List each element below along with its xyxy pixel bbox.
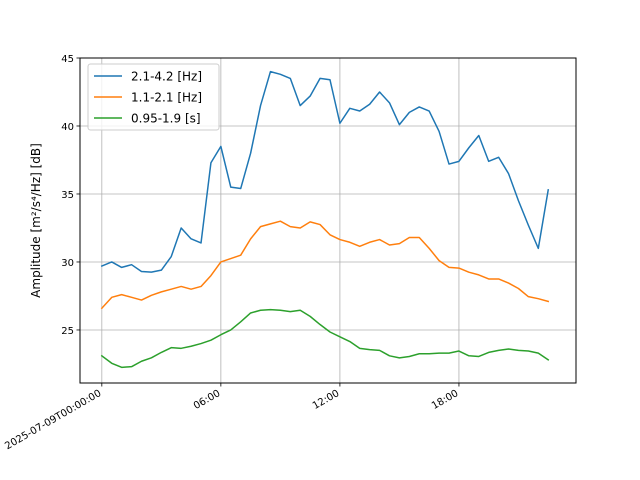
y-tick-label: 35 xyxy=(61,190,74,201)
series-line xyxy=(100,220,550,310)
y-tick-label: 30 xyxy=(61,258,74,269)
plot-lines xyxy=(100,70,550,369)
y-axis-label: Amplitude [m²/s⁴/Hz] [dB] xyxy=(29,143,43,298)
legend-label: 2.1-4.2 [Hz] xyxy=(131,70,202,84)
legend-label: 0.95-1.9 [s] xyxy=(131,112,201,126)
y-tick-label: 40 xyxy=(61,122,74,133)
series-line xyxy=(100,308,550,369)
legend: 2.1-4.2 [Hz] 1.1-2.1 [Hz] 0.95-1.9 [s] xyxy=(87,63,220,131)
axes-frame xyxy=(79,57,577,384)
y-tick-label: 25 xyxy=(61,326,74,337)
y-axis-ticks: 25 30 35 40 45 xyxy=(61,54,80,337)
legend-label: 1.1-2.1 [Hz] xyxy=(131,91,202,105)
y-tick-label: 45 xyxy=(61,54,74,65)
series-line xyxy=(100,70,550,273)
legend-box xyxy=(87,63,220,131)
